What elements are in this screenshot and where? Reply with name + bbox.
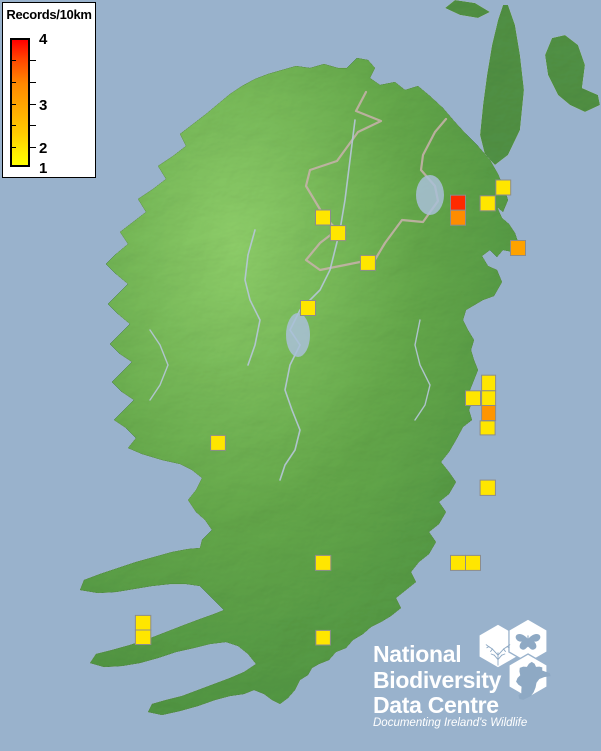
svg-text:Biodiversity: Biodiversity [373, 667, 502, 693]
svg-text:National: National [373, 641, 461, 667]
svg-text:Data Centre: Data Centre [373, 692, 499, 718]
svg-text:Documenting Ireland's Wildlife: Documenting Ireland's Wildlife [373, 717, 527, 729]
